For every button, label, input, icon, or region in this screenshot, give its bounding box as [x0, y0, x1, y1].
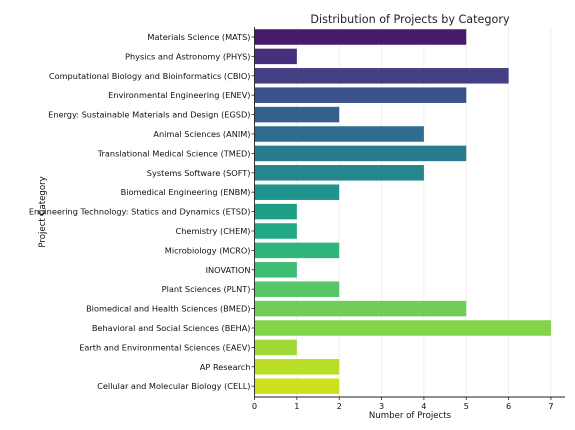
category-label: Physics and Astronomy (PHYS) [125, 51, 250, 61]
x-axis-title: Number of Projects [369, 411, 452, 421]
category-label: Energy: Sustainable Materials and Design… [48, 110, 250, 120]
category-label: Environmental Engineering (ENEV) [108, 90, 250, 100]
bar [254, 359, 340, 375]
bar [254, 126, 424, 142]
x-tick-label: 0 [252, 401, 257, 411]
category-label: AP Research [200, 362, 251, 372]
x-tick-label: 6 [506, 401, 511, 411]
bar [254, 203, 297, 220]
category-label: Microbiology (MCRO) [165, 245, 251, 255]
category-labels: Materials Science (MATS) Physics and Astr… [29, 32, 251, 391]
bar [254, 29, 467, 45]
category-label: Translational Medical Science (TMED) [97, 148, 251, 158]
x-tick-label: 4 [421, 401, 426, 411]
bar [254, 87, 467, 103]
bar [254, 106, 340, 123]
bars [254, 29, 551, 394]
bar [254, 48, 297, 65]
bar [254, 281, 340, 297]
bar [254, 223, 297, 239]
category-label: Materials Science (MATS) [147, 32, 250, 42]
bar [254, 262, 297, 278]
bar [254, 242, 340, 259]
bar [254, 68, 509, 84]
x-ticks: 0 1 2 3 4 5 6 7 [252, 397, 554, 411]
x-tick-label: 5 [464, 401, 469, 411]
bar [254, 320, 551, 336]
category-label: Chemistry (CHEM) [176, 226, 251, 236]
bar [254, 184, 340, 200]
category-label: Cellular and Molecular Biology (CELL) [97, 381, 250, 391]
y-axis-title: Project Category [38, 176, 48, 247]
category-label: Engineering Technology: Statics and Dyna… [29, 207, 251, 217]
chart-title: Distribution of Projects by Category [310, 13, 510, 26]
category-label: Behavioral and Social Sciences (BEHA) [92, 323, 251, 333]
x-tick-label: 7 [548, 401, 553, 411]
x-tick-label: 2 [337, 401, 342, 411]
bar [254, 145, 467, 162]
bar [254, 165, 424, 181]
category-label: Computational Biology and Bioinformatics… [49, 71, 251, 81]
category-label: Biomedical and Health Sciences (BMED) [86, 304, 250, 314]
bar [254, 339, 297, 356]
bar [254, 378, 340, 394]
x-tick-label: 1 [294, 401, 299, 411]
category-label: Biomedical Engineering (ENBM) [121, 187, 251, 197]
category-label: Plant Sciences (PLNT) [162, 284, 251, 294]
bar [254, 300, 467, 317]
category-label: Animal Sciences (ANIM) [153, 129, 250, 139]
axes [251, 27, 565, 398]
category-label: INOVATION [206, 265, 251, 275]
category-label: Earth and Environmental Sciences (EAEV) [79, 342, 250, 352]
category-label: Systems Software (SOFT) [147, 168, 251, 178]
x-tick-label: 3 [379, 401, 384, 411]
